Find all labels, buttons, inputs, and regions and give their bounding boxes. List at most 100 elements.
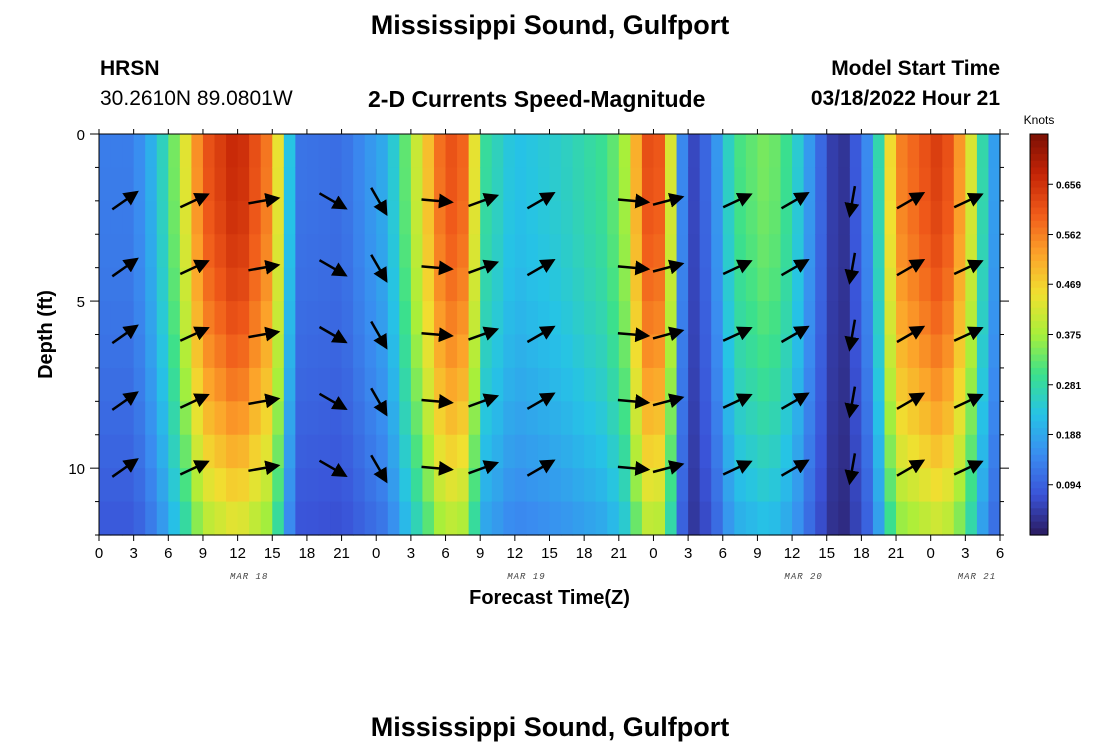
heatmap-cell [110,234,123,269]
current-vector-arrow [468,192,500,208]
heatmap-cell [676,301,689,336]
heatmap-cell [711,134,724,169]
heatmap-cell [711,501,724,536]
heatmap-cell [399,200,412,235]
x-tick-label: 6 [996,545,1004,562]
heatmap-cell [330,167,343,202]
heatmap-cell [884,468,897,503]
heatmap-cell [780,134,793,169]
heatmap-cell [896,334,909,369]
current-vector-arrow [722,393,753,409]
heatmap-cell [919,468,932,503]
heatmap-cell [826,267,839,302]
heatmap-cell [607,367,620,402]
colorbar-segment [1030,514,1048,523]
y-axis-label: Depth (ft) [35,290,57,379]
heatmap-cell [226,167,239,202]
heatmap-cell [341,501,354,536]
heatmap-cell [630,367,643,402]
heatmap-cell [226,334,239,369]
current-vector-arrow [617,327,651,343]
heatmap-cell [226,468,239,503]
heatmap-cell [433,234,447,269]
heatmap-cell [283,367,296,402]
heatmap-cell [607,501,620,536]
heatmap-cell [99,468,112,503]
heatmap-cell [757,434,770,469]
heatmap-cell [722,134,735,169]
heatmap-cell [896,401,909,436]
current-vector-arrow [370,254,388,283]
heatmap-cell [156,267,169,302]
heatmap-cell [965,367,978,402]
heatmap-cell [272,167,285,202]
heatmap-cell [422,167,435,202]
heatmap-cell [826,501,839,536]
heatmap-cell [768,167,782,202]
heatmap-cell [988,434,1001,469]
heatmap-cell [433,434,447,469]
heatmap-cell [341,434,354,469]
heatmap-cell [815,434,828,469]
heatmap-cell [295,468,308,503]
heatmap-cell [641,501,655,536]
heatmap-cell [838,167,851,202]
heatmap-cell [826,334,839,369]
heatmap-cell [665,434,678,469]
heatmap-cell [826,468,839,503]
heatmap-cell [353,200,366,235]
heatmap-cell [907,334,920,369]
heatmap-cell [930,134,943,169]
current-vector-arrow [526,325,556,344]
heatmap-cell [283,401,296,436]
heatmap-cell [318,134,331,169]
heatmap-cell [803,301,816,336]
heatmap-cell [919,367,932,402]
heatmap-cell [641,234,655,269]
heatmap-cell [237,401,250,436]
heatmap-cell [503,267,516,302]
heatmap-cell [445,134,458,169]
heatmap-cell [734,468,747,503]
heatmap-cell [306,234,320,269]
heatmap-cell [607,334,620,369]
heatmap-cell [272,501,285,536]
heatmap-cell [942,334,955,369]
heatmap-cell [330,234,343,269]
heatmap-cell [549,267,562,302]
heatmap-cell [99,167,112,202]
heatmap-cell [514,267,527,302]
heatmap-cell [561,434,574,469]
heatmap-cell [953,134,966,169]
colorbar-segment [1030,421,1048,429]
heatmap-cell [445,334,458,369]
heatmap-cell [503,401,516,436]
heatmap-cell [676,234,689,269]
heatmap-cell [514,434,527,469]
heatmap-cell [433,367,447,402]
colorbar-segment [1030,227,1048,235]
x-tick-label: 18 [576,545,593,562]
heatmap-cell [884,267,897,302]
heatmap-cell [202,434,216,469]
current-vector-arrow [652,326,685,342]
heatmap-cell [318,434,331,469]
heatmap-cell [249,434,262,469]
heatmap-cell [688,367,701,402]
heatmap-cell [919,301,932,336]
heatmap-cell [99,401,112,436]
heatmap-cell [561,234,574,269]
heatmap-cell [676,468,689,503]
heatmap-cell [722,367,735,402]
x-tick-label: 6 [164,545,172,562]
heatmap-cell [260,267,273,302]
heatmap-cell [387,267,400,302]
heatmap-cell [156,200,169,235]
heatmap-cell [826,200,839,235]
heatmap-cell [179,267,193,302]
heatmap-cell [156,468,169,503]
heatmap-cell [283,434,296,469]
heatmap-cell [572,267,585,302]
colorbar-segment [1030,521,1048,529]
heatmap-cell [792,401,805,436]
